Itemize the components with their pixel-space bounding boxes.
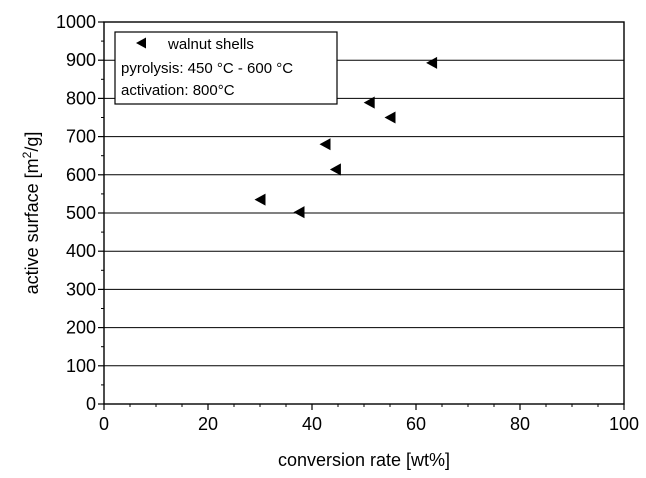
data-point — [384, 111, 396, 124]
gridlines — [104, 59, 624, 367]
data-point — [254, 193, 266, 206]
y-axis-label-superscript: 2 — [20, 151, 34, 158]
y-tick-label: 800 — [66, 88, 96, 108]
y-tick-label: 0 — [86, 394, 96, 414]
plot-area-frame — [103, 21, 625, 405]
x-tick-label: 0 — [99, 414, 109, 434]
y-tick-label: 700 — [66, 127, 96, 147]
legend-entry: walnut shells — [167, 36, 254, 53]
legend-note-activation: activation: 800°C — [121, 82, 235, 99]
y-tick-label: 100 — [66, 356, 96, 376]
data-point — [319, 138, 331, 151]
x-tick-label: 20 — [198, 414, 218, 434]
x-tick-label: 40 — [302, 414, 322, 434]
x-tick-label: 60 — [406, 414, 426, 434]
legend: walnut shells pyrolysis: 450 °C - 600 °C… — [114, 31, 338, 105]
y-axis-label-main: active surface [m — [22, 158, 42, 294]
data-point — [293, 206, 305, 219]
y-tick-label: 200 — [66, 318, 96, 338]
x-axis-label: conversion rate [wt%] — [278, 450, 450, 470]
y-tick-label: 1000 — [56, 12, 96, 32]
legend-marker-icon — [136, 37, 146, 49]
data-point — [329, 163, 341, 176]
y-tick-label: 600 — [66, 165, 96, 185]
y-tick-label: 900 — [66, 50, 96, 70]
axis-ticks: 0 100 200 300 400 500 600 700 800 900 1000 0 20 40 60 8… — [56, 12, 639, 434]
data-point — [426, 56, 438, 69]
y-axis-label-unit: /g] — [22, 132, 42, 152]
x-tick-label: 80 — [510, 414, 530, 434]
data-point — [363, 96, 375, 109]
y-tick-label: 500 — [66, 203, 96, 223]
data-points — [254, 56, 438, 219]
y-tick-label: 300 — [66, 279, 96, 299]
legend-note-pyrolysis: pyrolysis: 450 °C - 600 °C — [121, 60, 293, 77]
x-tick-label: 100 — [609, 414, 639, 434]
y-tick-label: 400 — [66, 241, 96, 261]
legend-box — [114, 31, 338, 105]
y-axis-label: active surface [m2/g] — [20, 132, 42, 295]
